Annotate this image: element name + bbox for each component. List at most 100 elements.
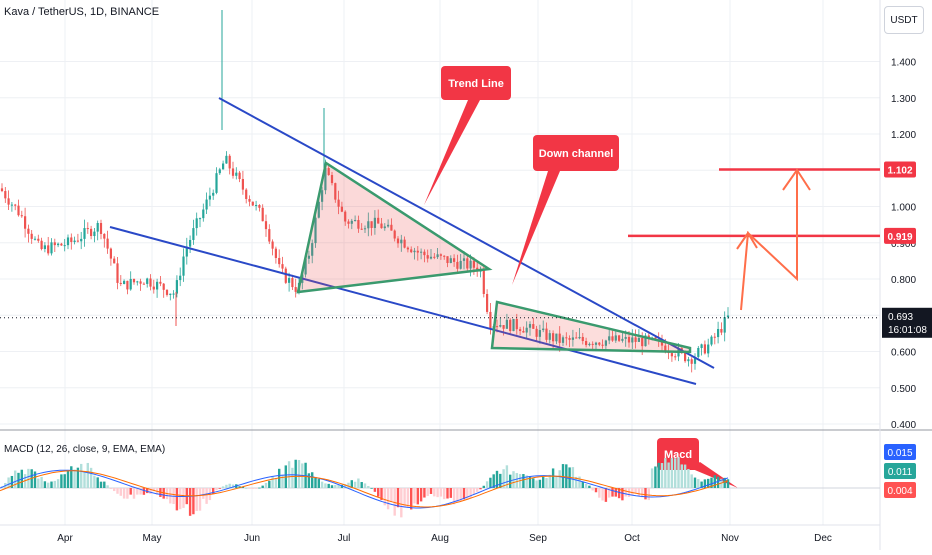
macd-histogram-bar — [152, 488, 155, 492]
macd-histogram-bar — [624, 488, 627, 497]
macd-histogram-bar — [416, 488, 419, 505]
macd-histogram-bar — [726, 479, 730, 488]
macd-histogram-bar — [469, 488, 472, 499]
macd-histogram-bar — [63, 474, 66, 488]
candle-body — [528, 324, 532, 328]
macd-histogram-bar — [258, 487, 261, 489]
macd-histogram-bar — [271, 476, 274, 488]
macd-histogram-bar — [429, 488, 433, 494]
candle-body — [697, 347, 700, 357]
x-tick-label: Jul — [338, 533, 351, 544]
macd-histogram-bar — [396, 488, 400, 508]
candle-body — [109, 248, 112, 259]
macd-histogram-bar — [136, 488, 139, 495]
candle-body — [146, 278, 149, 284]
macd-histogram-bar — [499, 473, 502, 488]
macd-histogram-bar — [297, 460, 301, 488]
macd-histogram-bar — [462, 488, 466, 500]
candle-body — [17, 205, 20, 216]
macd-histogram-bar — [291, 467, 294, 488]
macd-histogram-bar — [357, 478, 360, 488]
candle-body — [235, 172, 238, 176]
candle-body — [472, 260, 475, 268]
candle-body — [43, 245, 46, 250]
macd-histogram-bar — [363, 483, 367, 488]
candle-body — [40, 240, 43, 250]
candle-body — [37, 238, 40, 241]
candle-body — [720, 328, 723, 333]
candle-body — [255, 205, 258, 207]
macd-histogram-bar — [591, 488, 594, 491]
candle-body — [304, 258, 307, 275]
callout-trend-line-box — [441, 66, 511, 100]
candle-body — [4, 191, 7, 199]
candle-body — [169, 293, 172, 295]
currency-button[interactable]: USDT — [884, 6, 924, 34]
macd-histogram-bar — [670, 458, 674, 488]
macd-histogram-bar — [132, 488, 136, 499]
macd-histogram-bar — [347, 482, 350, 488]
candle-body — [717, 328, 720, 338]
macd-histogram-bar — [588, 485, 591, 488]
candle-body — [383, 226, 386, 229]
macd-histogram-bar — [664, 458, 667, 488]
candle-body — [251, 201, 254, 206]
macd-histogram-bar — [485, 481, 489, 488]
macd-histogram-bar — [555, 476, 558, 488]
macd-histogram-bar — [561, 464, 565, 488]
macd-histogram-bar — [215, 488, 218, 491]
macd-histogram-bar — [627, 488, 631, 497]
candle-body — [83, 228, 86, 239]
macd-histogram-bar — [73, 469, 76, 488]
macd-histogram-bar — [667, 462, 670, 488]
candle-body — [182, 256, 185, 276]
candle-body — [505, 319, 508, 329]
macd-histogram-bar — [634, 488, 637, 494]
macd-histogram-bar — [647, 488, 650, 501]
macd-histogram-bar — [446, 488, 449, 499]
macd-histogram-bar — [386, 488, 390, 510]
macd-histogram-bar — [542, 476, 545, 488]
candle-body — [390, 224, 393, 231]
macd-histogram-bar — [268, 480, 271, 488]
macd-histogram-bar — [419, 488, 423, 502]
y-tick-label: 1.400 — [891, 58, 916, 69]
candle-body — [601, 344, 604, 346]
macd-histogram-bar — [373, 488, 377, 492]
macd-histogram-bar — [70, 466, 73, 488]
macd-histogram-bar — [495, 470, 499, 488]
candle-body — [357, 220, 360, 229]
macd-histogram-bar — [545, 478, 548, 488]
macd-histogram-bar — [47, 482, 50, 488]
macd-histogram-bar — [149, 488, 152, 494]
macd-histogram-bar — [175, 488, 179, 511]
macd-histogram-bar — [482, 485, 485, 488]
candle-body — [565, 337, 568, 339]
macd-histogram-bar — [522, 474, 525, 488]
macd-histogram-bar — [581, 481, 584, 488]
macd-histogram-bar — [439, 488, 443, 497]
macd-value-label: 0.015 — [887, 448, 912, 459]
candle-body — [278, 257, 281, 265]
candle-body — [641, 338, 644, 347]
candle-body — [436, 254, 439, 258]
candle-body — [585, 341, 588, 346]
macd-histogram-bar — [594, 488, 598, 493]
candle-body — [30, 233, 33, 239]
candle-body — [370, 221, 373, 228]
macd-title: MACD (12, 26, close, 9, EMA, EMA) — [4, 444, 166, 455]
macd-histogram-bar — [423, 488, 426, 498]
macd-histogram-bar — [578, 476, 581, 488]
candle-body — [423, 251, 426, 256]
x-tick-label: Oct — [624, 533, 640, 544]
macd-histogram-bar — [525, 475, 528, 488]
macd-histogram-bar — [56, 479, 60, 488]
macd-histogram-bar — [617, 488, 621, 499]
macd-histogram-bar — [261, 485, 264, 488]
macd-histogram-bar — [380, 488, 383, 501]
candle-body — [80, 238, 83, 242]
macd-histogram-bar — [225, 484, 228, 488]
macd-histogram-bar — [311, 472, 314, 488]
